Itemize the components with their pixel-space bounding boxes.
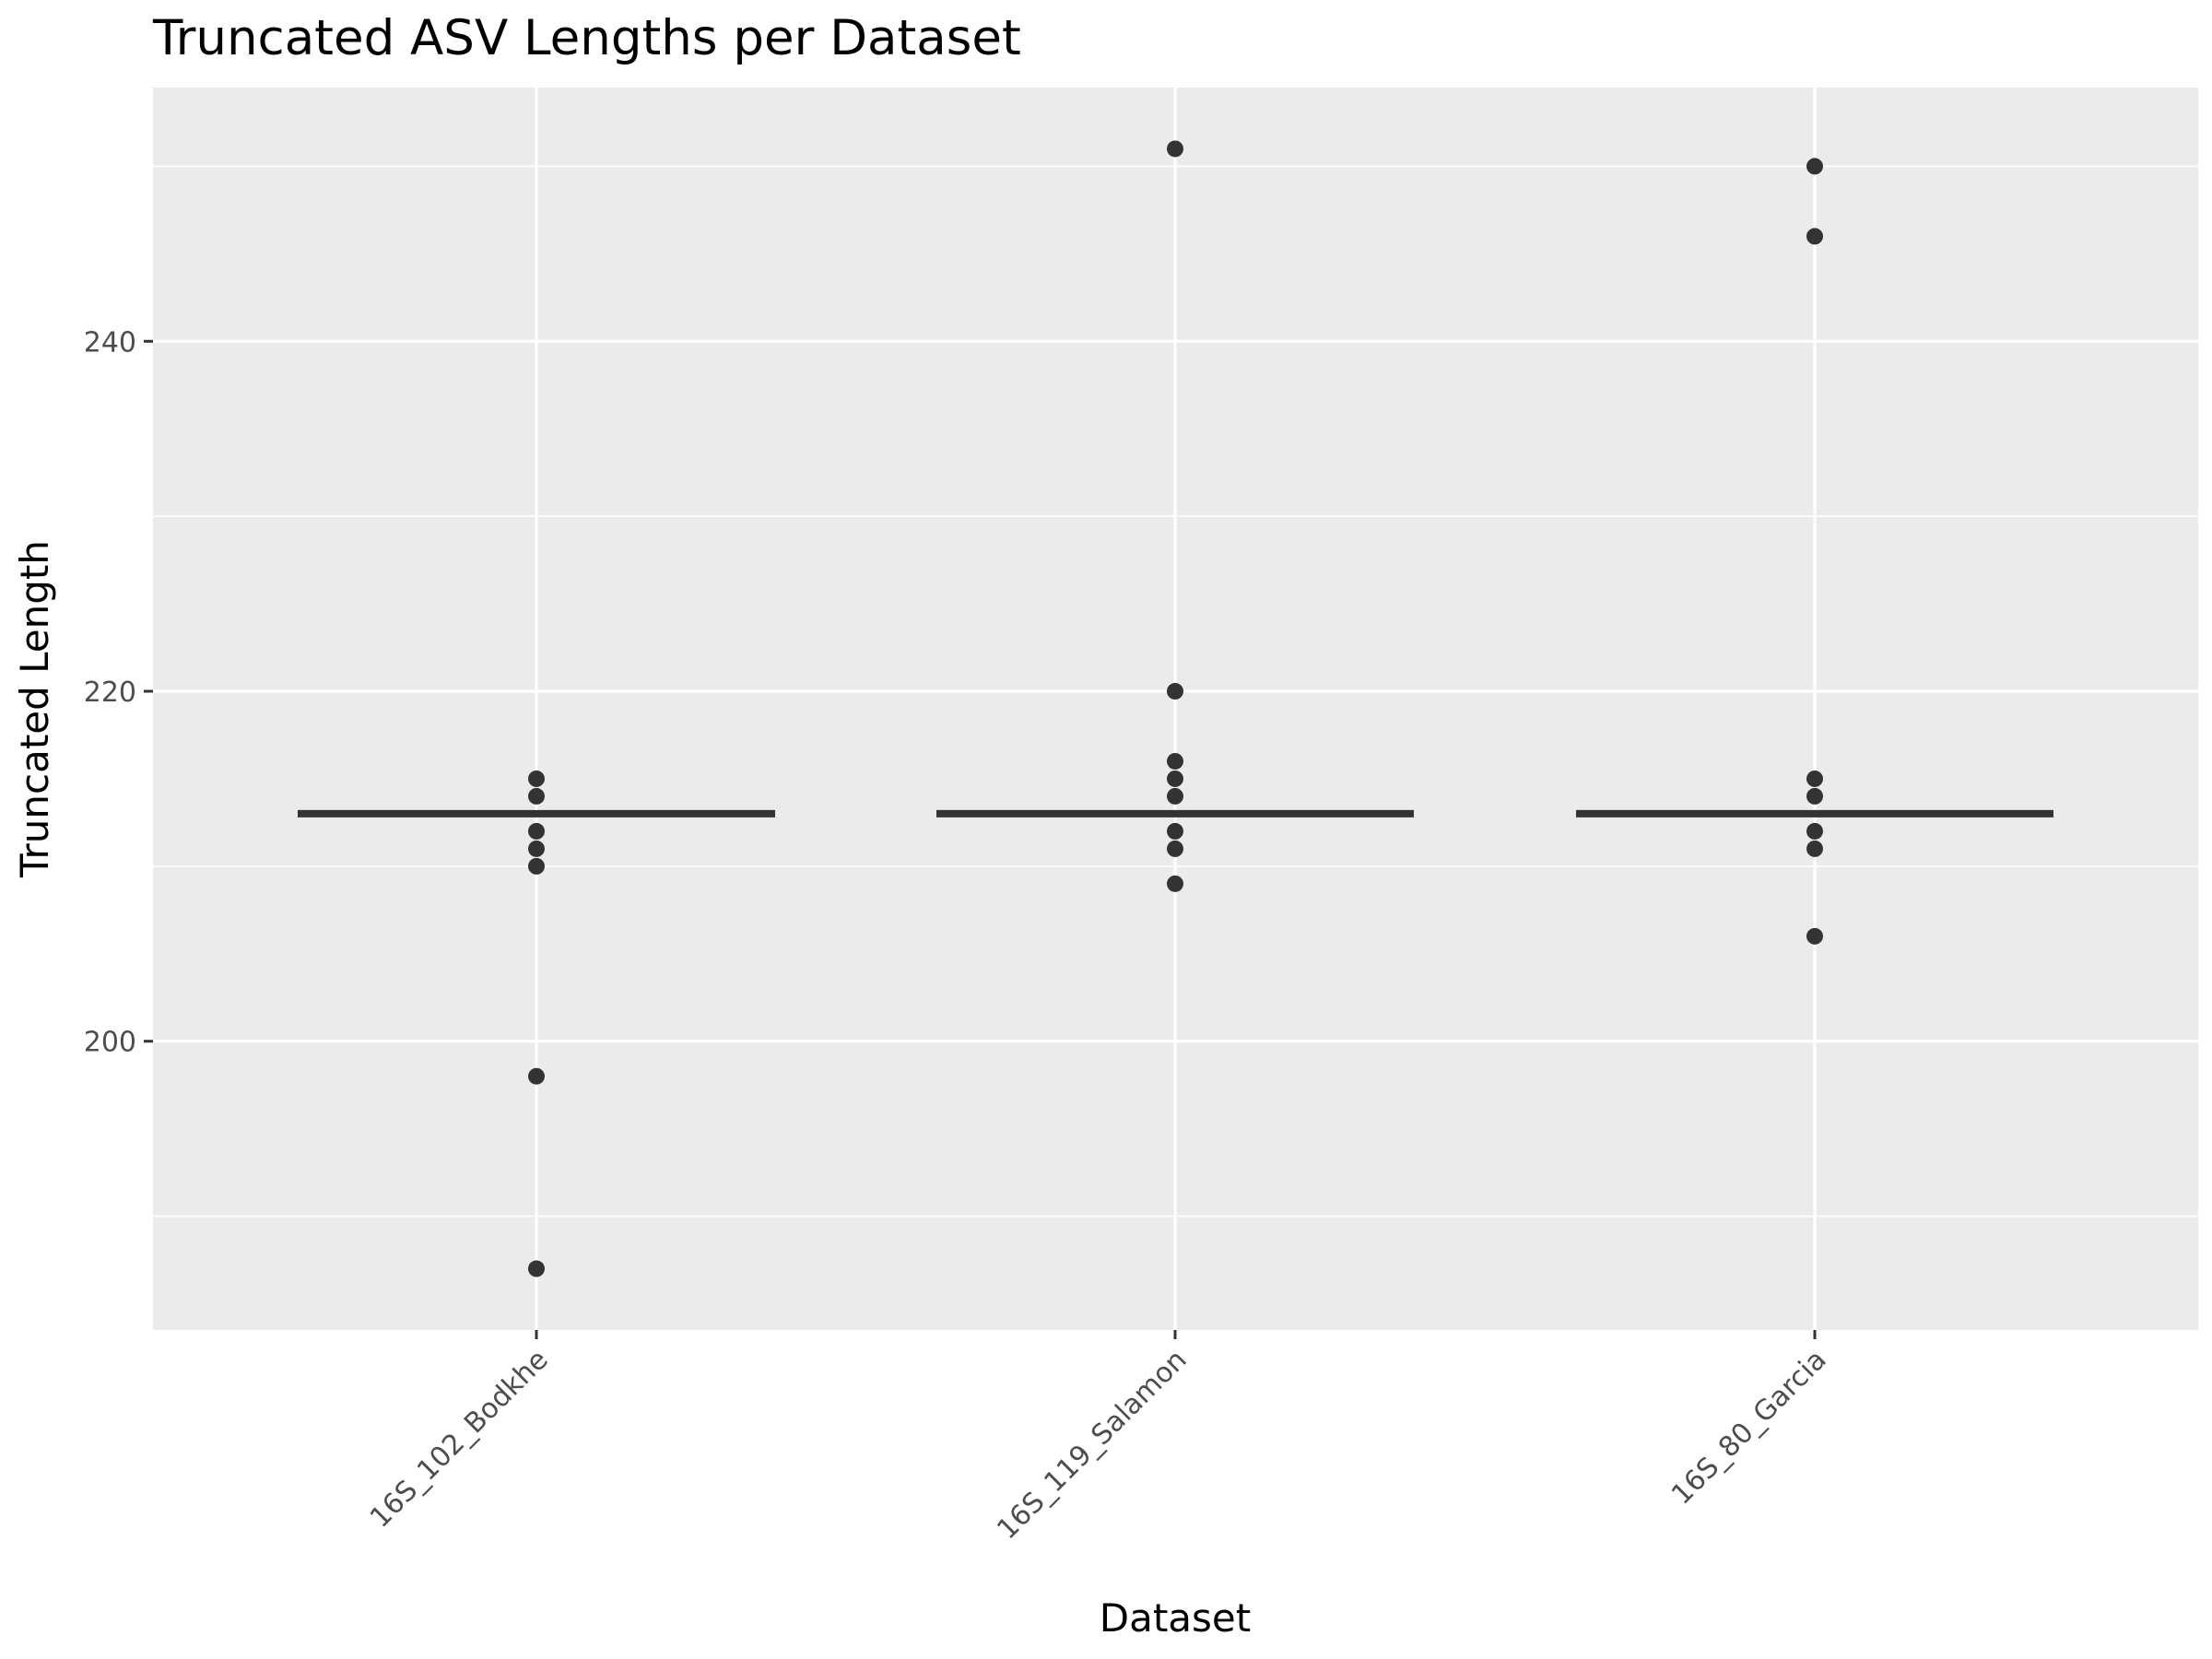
- y-tick-label: 240: [84, 326, 136, 359]
- data-point: [528, 857, 545, 875]
- data-point: [528, 840, 545, 857]
- data-point: [1167, 822, 1183, 840]
- data-point: [1806, 840, 1823, 857]
- grid-lines: [153, 88, 2198, 1330]
- data-point: [1167, 140, 1183, 158]
- data-point: [1806, 822, 1823, 840]
- data-point: [1167, 770, 1183, 787]
- data-point: [1167, 683, 1183, 700]
- chart-title: Truncated ASV Lengths per Dataset: [152, 10, 1021, 66]
- data-point: [528, 822, 545, 840]
- data-point: [1806, 158, 1823, 175]
- data-point: [1806, 228, 1823, 245]
- x-axis-title: Dataset: [1100, 1595, 1251, 1641]
- data-marks: [298, 140, 2053, 1277]
- y-tick-label: 200: [84, 1027, 136, 1059]
- data-point: [1167, 787, 1183, 805]
- data-point: [1167, 875, 1183, 892]
- y-tick-label: 220: [84, 677, 136, 709]
- data-point: [1806, 927, 1823, 945]
- data-point: [1167, 840, 1183, 857]
- data-point: [528, 1260, 545, 1277]
- data-point: [1167, 752, 1183, 770]
- data-point: [1806, 787, 1823, 805]
- data-point: [528, 787, 545, 805]
- data-point: [1806, 770, 1823, 787]
- data-point: [528, 770, 545, 787]
- y-axis-title: Truncated Length: [12, 540, 57, 878]
- data-point: [528, 1067, 545, 1085]
